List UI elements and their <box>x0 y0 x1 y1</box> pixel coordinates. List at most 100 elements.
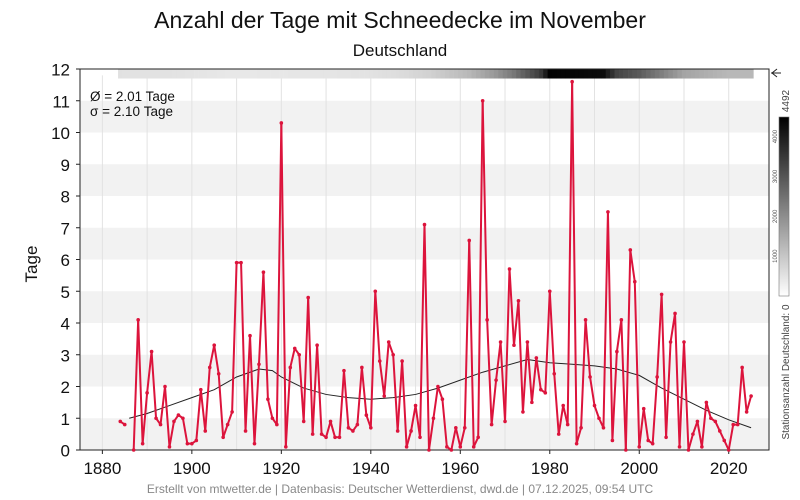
station-bar-cell <box>529 69 535 79</box>
series-line-segment <box>213 344 220 375</box>
station-bar-cell <box>713 69 718 79</box>
data-point <box>454 425 458 430</box>
station-bar-cell <box>708 69 714 79</box>
series-line-segment <box>584 318 592 378</box>
data-point <box>632 279 637 284</box>
station-bar-cell <box>319 69 325 79</box>
station-bar-cell <box>449 69 454 79</box>
data-point <box>615 349 619 354</box>
data-point <box>239 260 243 265</box>
station-bar-cell <box>390 69 396 79</box>
station-bar-cell <box>189 69 195 79</box>
station-bar-cell <box>140 69 146 79</box>
series-line-segment <box>508 268 515 347</box>
station-bar-cell <box>574 69 580 79</box>
x-tick-label: 1920 <box>262 459 300 478</box>
station-bar-cell <box>471 69 477 79</box>
station-bar-cell <box>144 69 150 79</box>
station-bar-cell <box>194 69 199 79</box>
station-bar-cell <box>730 69 736 79</box>
series-line-segment <box>222 423 229 439</box>
series-line-segment <box>378 360 386 398</box>
data-point <box>194 438 199 443</box>
series-line-segment <box>266 398 274 420</box>
station-bar-cell <box>726 69 732 79</box>
station-bar-cell <box>484 69 490 79</box>
series-line-segment <box>275 121 283 426</box>
data-point <box>422 222 427 227</box>
station-bar-cell <box>587 69 593 79</box>
station-bar-cell <box>659 69 665 79</box>
data-point <box>641 406 646 411</box>
series-line-segment <box>137 318 144 445</box>
data-point <box>713 419 718 424</box>
station-bar-cell <box>672 69 678 79</box>
series-line-segment <box>338 369 345 439</box>
data-point <box>449 448 454 452</box>
series-line-segment <box>727 423 735 451</box>
data-point <box>628 248 633 252</box>
series-line-segment <box>141 391 149 445</box>
data-point <box>436 384 440 389</box>
colorbar-tick-label: 3000 <box>773 169 779 183</box>
series-line-segment <box>419 223 426 439</box>
series-line-segment <box>226 410 234 426</box>
series-line-segment <box>557 404 565 436</box>
station-bar-cell <box>153 69 159 79</box>
series-line-segment <box>195 388 202 442</box>
data-point <box>471 445 476 449</box>
data-point <box>369 425 373 430</box>
series-line-segment <box>468 239 475 448</box>
data-point <box>328 419 333 424</box>
data-point <box>592 403 597 408</box>
station-bar-cell <box>744 69 750 79</box>
series-line-segment <box>745 395 753 413</box>
station-bar-cell <box>337 69 343 79</box>
series-line-segment <box>150 350 158 420</box>
data-point <box>301 419 306 424</box>
data-point <box>686 448 691 452</box>
data-point <box>185 441 190 446</box>
series-line-segment <box>459 426 466 448</box>
data-point <box>624 448 628 452</box>
data-point <box>530 400 534 405</box>
series-line-segment <box>374 290 381 363</box>
data-point <box>395 429 400 433</box>
data-point <box>288 365 293 370</box>
station-bar-cell <box>704 69 709 79</box>
series-line-segment <box>571 80 578 445</box>
colorbar-tick-label: 1000 <box>773 249 779 263</box>
colorbar-ticks: 1000 2000 3000 4000 <box>773 129 779 263</box>
series-line-segment <box>593 404 600 420</box>
station-bar-cell <box>270 69 275 79</box>
data-point <box>212 343 217 348</box>
station-bar-cell <box>440 69 445 79</box>
data-point <box>494 378 498 382</box>
station-bar-cell <box>301 69 307 79</box>
data-point <box>203 429 208 433</box>
data-point <box>735 422 740 427</box>
series-line-segment <box>660 293 668 439</box>
data-point <box>588 375 592 379</box>
station-bar-cell <box>467 69 472 79</box>
station-bar-cell <box>198 69 204 79</box>
station-bar-cell <box>502 69 508 79</box>
data-point <box>131 448 136 452</box>
data-point <box>315 343 319 348</box>
series-line-segment <box>499 341 507 423</box>
data-point <box>364 413 369 417</box>
station-bar-cell <box>395 69 401 79</box>
data-point <box>355 422 360 427</box>
series-line-segment <box>257 271 265 366</box>
station-bar-cell <box>185 69 190 79</box>
series-line-segment <box>696 420 703 448</box>
series-line-segment <box>624 248 632 451</box>
station-bar-cell <box>735 69 741 79</box>
series-line-segment <box>521 341 529 413</box>
data-point <box>270 416 275 421</box>
vertical-gridlines <box>101 75 730 450</box>
data-point <box>257 362 261 367</box>
data-point <box>552 372 557 376</box>
station-bar-cell <box>739 69 745 79</box>
series-line-segment <box>392 353 399 432</box>
